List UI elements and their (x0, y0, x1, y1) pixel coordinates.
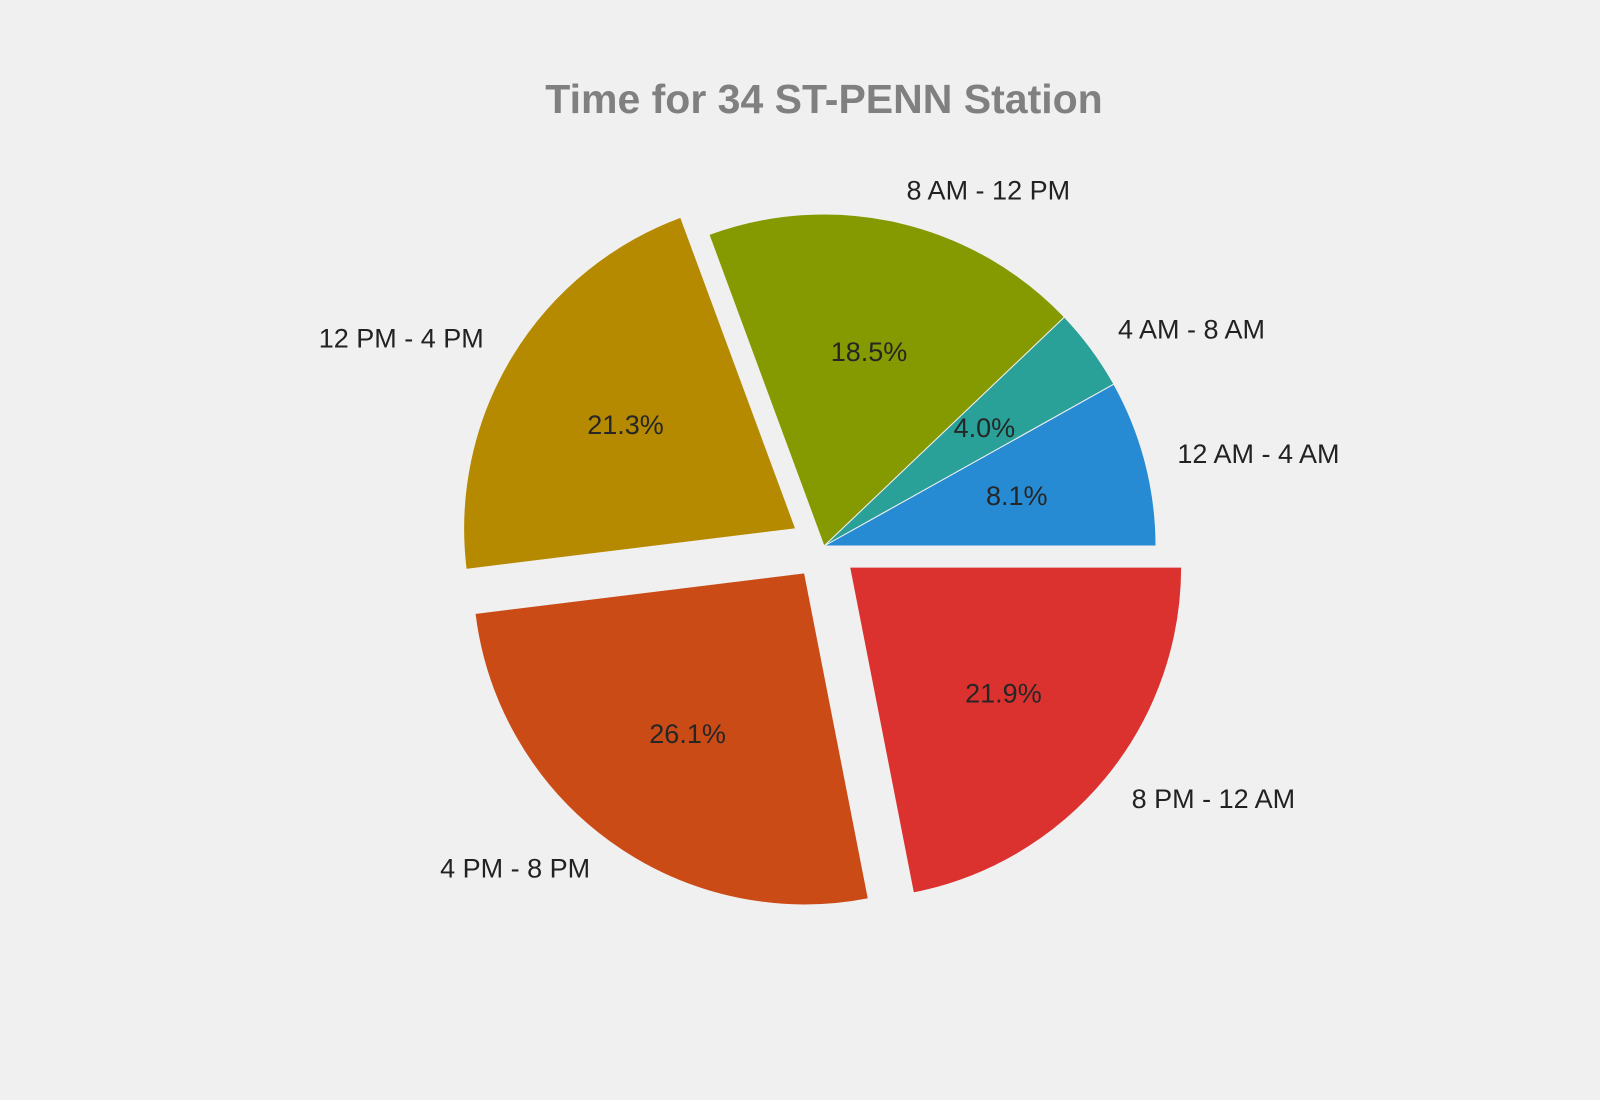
percent-label-8-am-12-pm: 18.5% (831, 337, 908, 367)
pie-slice-8-am-12-pm (708, 213, 1066, 547)
category-labels: 12 AM - 4 AM 4 AM - 8 AM 8 AM - 12 PM 12 PM… (319, 175, 1340, 883)
percent-label-4-pm-8-pm: 26.1% (649, 719, 726, 749)
percent-label-12-am-4-am: 8.1% (986, 481, 1048, 511)
pie-slice-12-pm-4-pm (463, 216, 797, 570)
percent-label-8-pm-12-am: 21.9% (965, 679, 1042, 709)
category-label-8-am-12-pm: 8 AM - 12 PM (907, 175, 1071, 205)
category-label-12-am-4-am: 12 AM - 4 AM (1177, 439, 1339, 469)
pie-slice-4-pm-8-pm (474, 572, 869, 906)
pie-slice-12-am-4-am (822, 383, 1157, 547)
percent-label-12-pm-4-pm: 21.3% (587, 410, 664, 440)
category-label-4-pm-8-pm: 4 PM - 8 PM (440, 854, 590, 884)
pie-slice-8-pm-12-am (849, 566, 1183, 894)
category-label-12-pm-4-pm: 12 PM - 4 PM (319, 324, 484, 354)
percent-labels: 8.1% 4.0% 18.5% 21.3% 26.1% 21.9% (587, 337, 1047, 749)
category-label-8-pm-12-am: 8 PM - 12 AM (1132, 784, 1296, 814)
percent-label-4-am-8-am: 4.0% (954, 413, 1016, 443)
category-label-4-am-8-am: 4 AM - 8 AM (1118, 314, 1265, 344)
chart-title: Time for 34 ST-PENN Station (545, 76, 1103, 122)
pie-slices (463, 213, 1183, 906)
